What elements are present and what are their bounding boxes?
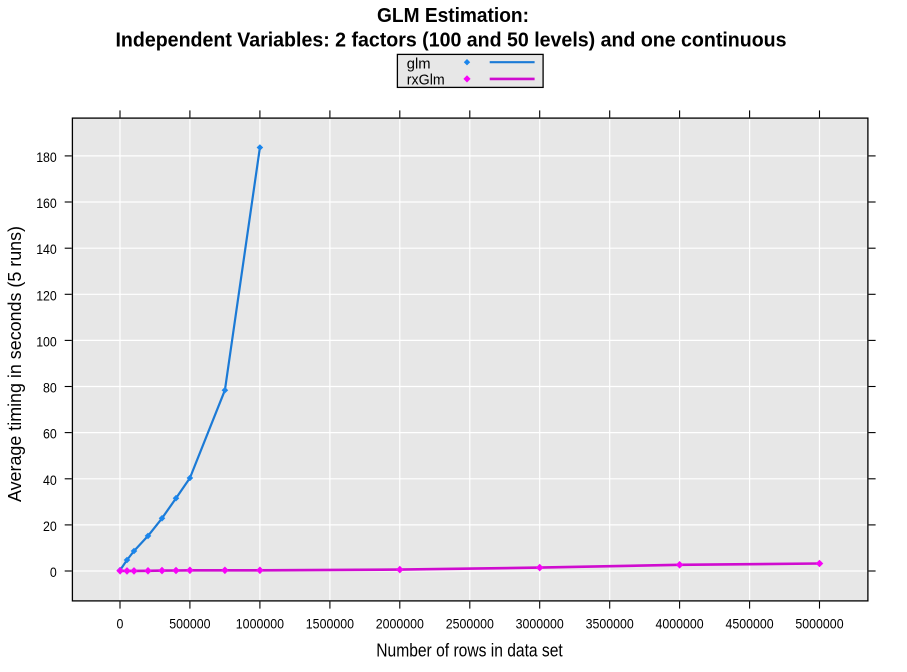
svg-text:1000000: 1000000 (236, 615, 284, 631)
svg-text:60: 60 (43, 426, 57, 442)
svg-text:glm: glm (407, 55, 431, 72)
svg-text:1500000: 1500000 (306, 615, 354, 631)
svg-text:2500000: 2500000 (446, 615, 494, 631)
svg-text:180: 180 (36, 149, 57, 165)
svg-text:80: 80 (43, 380, 57, 396)
svg-text:120: 120 (36, 287, 57, 303)
svg-text:100: 100 (36, 333, 57, 349)
svg-text:4500000: 4500000 (726, 615, 774, 631)
svg-text:0: 0 (117, 615, 124, 631)
svg-text:0: 0 (50, 564, 57, 580)
svg-text:Independent Variables: 2 facto: Independent Variables: 2 factors (100 an… (116, 29, 787, 51)
svg-text:20: 20 (43, 518, 57, 534)
svg-text:2000000: 2000000 (376, 615, 424, 631)
svg-text:Average timing in seconds (5 r: Average timing in seconds (5 runs) (5, 226, 25, 502)
svg-text:5000000: 5000000 (795, 615, 843, 631)
svg-text:160: 160 (36, 195, 57, 211)
svg-text:3500000: 3500000 (586, 615, 634, 631)
svg-text:4000000: 4000000 (656, 615, 704, 631)
svg-text:GLM Estimation:: GLM Estimation: (377, 5, 529, 27)
svg-text:Number of rows in data set: Number of rows in data set (376, 641, 563, 661)
svg-text:40: 40 (43, 472, 57, 488)
svg-text:3000000: 3000000 (516, 615, 564, 631)
svg-text:rxGlm: rxGlm (407, 72, 445, 89)
svg-text:140: 140 (36, 241, 57, 257)
svg-text:500000: 500000 (169, 615, 210, 631)
